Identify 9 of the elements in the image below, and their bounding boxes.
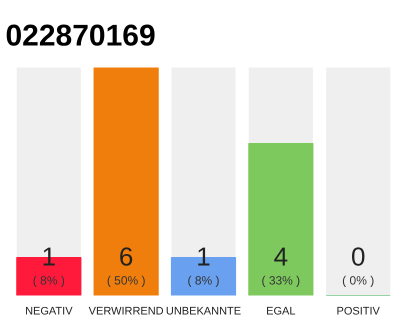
x-tick-label: NEGATIV [25,306,74,318]
data-label: 6 ( 50% ) [106,242,146,288]
x-tick-label: EGAL [266,306,296,318]
x-tick-label: VERWIRREND [88,306,164,318]
x-tick-label: POSITIV [336,306,381,318]
data-label: 0 ( 0% ) [342,242,374,288]
data-label: 4 ( 33% ) [262,242,300,288]
x-tick-label: UNBEKANNTE [166,306,242,318]
chart-title: 022870169 [6,20,156,52]
